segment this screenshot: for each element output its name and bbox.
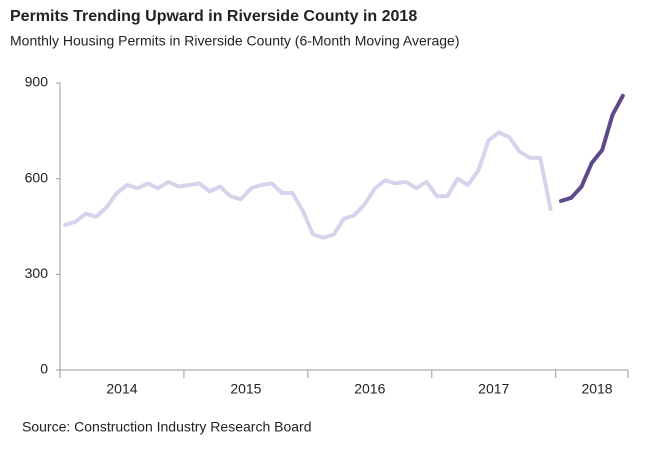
source-note: Source: Construction Industry Research B…: [22, 419, 311, 435]
x-tick-label: 2015: [230, 381, 261, 397]
x-tick-label: 2018: [581, 381, 612, 397]
x-tick-label: 2014: [106, 381, 137, 397]
series-line: [558, 93, 625, 203]
y-tick-label: 0: [40, 361, 48, 377]
y-tick-label: 600: [25, 169, 49, 185]
x-tick-label: 2016: [354, 381, 385, 397]
series-line: [63, 130, 553, 240]
y-tick-label: 300: [25, 265, 49, 281]
chart-subtitle: Monthly Housing Permits in Riverside Cou…: [10, 33, 460, 49]
y-tick-label: 900: [25, 74, 49, 90]
chart-title: Permits Trending Upward in Riverside Cou…: [10, 8, 417, 25]
x-tick-label: 2017: [478, 381, 509, 397]
